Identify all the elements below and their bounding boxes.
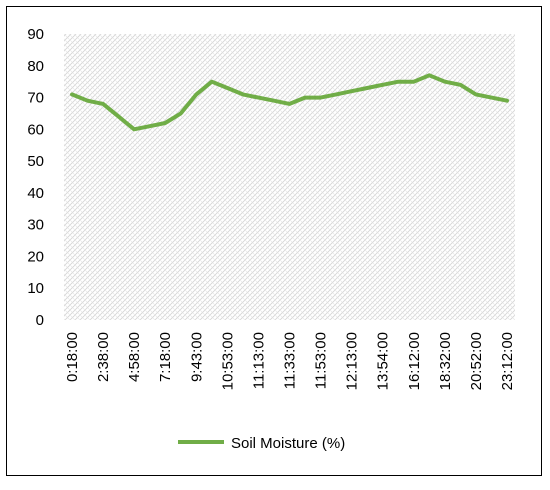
- y-tick-label: 20: [27, 248, 44, 265]
- x-tick-label: 11:53:00: [313, 332, 330, 389]
- y-tick-label: 40: [27, 185, 44, 202]
- plot-area: [64, 34, 515, 320]
- x-tick-label: 9:43:00: [188, 332, 205, 382]
- x-tick-label: 16:12:00: [406, 332, 423, 390]
- x-tick-label: 2:38:00: [95, 332, 112, 382]
- y-tick-label: 30: [27, 217, 44, 234]
- y-tick-label: 60: [27, 121, 44, 138]
- x-tick-label: 12:13:00: [344, 332, 361, 390]
- legend-label: Soil Moisture (%): [231, 435, 345, 452]
- x-tick-label: 23:12:00: [499, 332, 516, 390]
- y-tick-label: 0: [36, 312, 44, 329]
- x-tick-label: 18:32:00: [437, 332, 454, 390]
- x-tick-label: 4:58:00: [126, 332, 143, 382]
- y-axis: 0 10 20 30 40 50 60 70 80 90: [27, 26, 44, 329]
- legend: Soil Moisture (%): [178, 435, 345, 452]
- y-tick-label: 50: [27, 153, 44, 170]
- x-tick-label: 13:54:00: [375, 332, 392, 390]
- x-tick-label: 20:52:00: [468, 332, 485, 390]
- x-axis: 0:18:00 2:38:00 4:58:00 7:18:00 9:43:00 10:53…: [64, 332, 516, 390]
- y-tick-label: 70: [27, 90, 44, 107]
- x-tick-label: 7:18:00: [157, 332, 174, 382]
- y-tick-label: 90: [27, 26, 44, 43]
- x-tick-label: 11:13:00: [250, 332, 267, 389]
- x-tick-label: 0:18:00: [64, 332, 81, 382]
- series-line-soil-moisture: [70, 73, 509, 132]
- y-tick-label: 80: [27, 58, 44, 75]
- x-tick-label: 10:53:00: [219, 332, 236, 390]
- y-tick-label: 10: [27, 280, 44, 297]
- x-tick-label: 11:33:00: [282, 332, 299, 389]
